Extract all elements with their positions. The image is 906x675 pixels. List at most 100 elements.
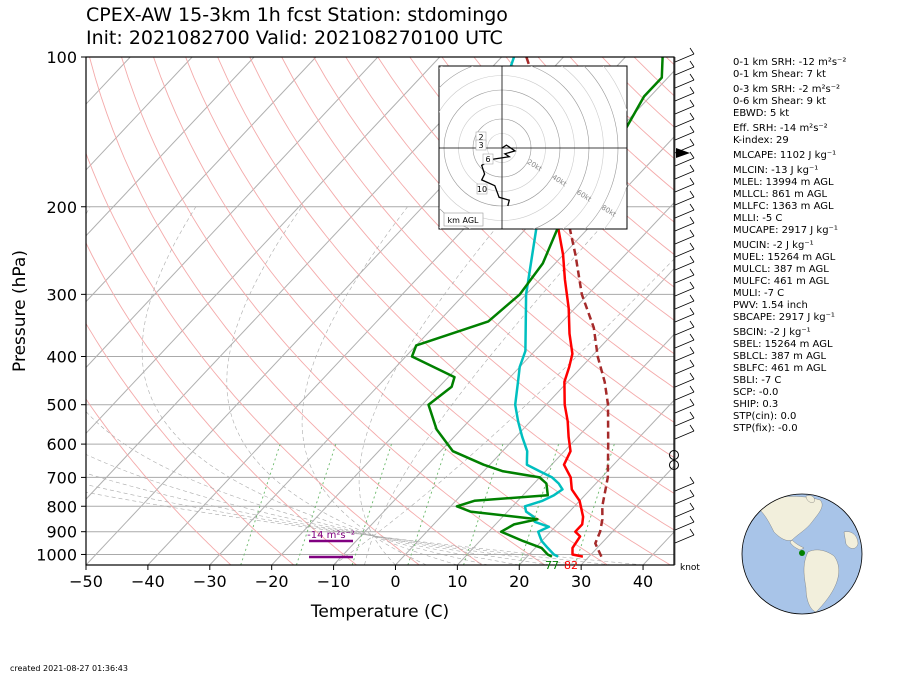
index-line: MULI: -7 C [733,288,785,299]
dry-adiabat [185,57,671,565]
index-line: MUCIN: -2 J kg⁻¹ [733,240,814,251]
wind-barb [674,339,695,349]
wind-barb [674,183,695,193]
isotherm [86,57,379,369]
height-label-box [475,139,487,151]
y-tick-label: 800 [46,497,77,516]
x-tick-label: 10 [447,572,467,591]
height-label-box [476,183,488,195]
moist-adiabat [333,258,674,565]
y-tick-label: 900 [46,523,77,542]
surface-temperature-label: 82 [564,559,578,572]
mixing-ratio-line [296,443,337,565]
wind-barb-flag [689,489,695,497]
x-tick-label: −40 [131,572,165,591]
wind-barb-flag [689,229,695,237]
wind-pennant [676,148,690,158]
dry-adiabat [86,322,294,565]
wind-barb-flag [689,320,695,328]
wind-barb-flag [689,99,695,107]
dry-adiabat [153,57,608,565]
calm-wind-circle [669,460,679,470]
wind-barb-flag [689,385,695,393]
wind-barb [674,274,695,284]
isotherm [271,136,674,565]
isotherm [86,57,317,303]
wind-barb-flag [689,372,695,380]
y-tick-label: 700 [46,468,77,487]
wind-barb-flag [689,125,695,133]
y-tick-label: 200 [46,198,77,217]
wind-barb [674,131,695,141]
wind-barb [674,222,695,232]
index-line: SBLCL: 387 m AGL [733,351,827,362]
index-line: 0-1 km SRH: -12 m²s⁻² [733,57,847,68]
index-line: SBCAPE: 2917 J kg⁻¹ [733,312,835,323]
wind-barb-flag [689,177,695,185]
moist-adiabat [86,472,582,565]
surface-dewpoint-label: 77 [545,559,559,572]
wind-barb [674,430,695,440]
isotherm [0,57,6,565]
station-marker [799,550,805,556]
dry-adiabat [121,57,546,565]
wind-barb [674,209,695,219]
moist-adiabat [141,206,489,565]
wind-barb [674,326,695,336]
wind-barb-flag [689,398,695,406]
wind-barb [674,352,695,362]
wind-barb [674,365,695,375]
wind-barb-flag [689,411,695,419]
wind-barb [674,79,695,89]
wind-barb [674,378,695,388]
y-tick-label: 300 [46,285,77,304]
x-tick-label: 30 [571,572,591,591]
dry-adiabat [86,398,232,565]
index-line: K-index: 29 [733,135,789,146]
wind-barb [674,508,695,518]
wind-barb-flag [689,216,695,224]
x-axis: −50 −40 −30 −20 −10 0 10 20 30 40 [69,565,653,591]
mixing-ratio-line [463,443,504,565]
x-tick-label: 20 [509,572,529,591]
chart-title-line2: Init: 2021082700 Valid: 202108270100 UTC [86,27,503,49]
x-tick-label: −10 [317,572,351,591]
srh-label: -14 m²s⁻² [307,530,355,541]
dry-adiabat [441,57,674,288]
wind-barb [674,313,695,323]
isotherm [86,57,502,500]
profile-line-3 [525,57,610,558]
wind-barb [674,118,695,128]
wind-barb-flag [689,281,695,289]
index-line: SHIP: 0.3 [733,399,779,410]
moist-adiabat [364,206,620,565]
isotherm [395,267,674,565]
index-line: MLLCL: 861 m AGL [733,189,828,200]
y-tick-label: 100 [46,48,77,67]
mixing-ratio-line [518,443,560,565]
index-line: STP(fix): -0.0 [733,423,798,434]
wind-barb [674,521,695,531]
x-axis-title: Temperature (C) [310,602,449,622]
index-line: EBWD: 5 kt [733,108,790,119]
y-axis-title: Pressure (hPa) [10,250,30,372]
wind-barb [674,66,695,76]
wind-barb [674,287,695,297]
dry-adiabat [89,57,483,565]
index-line: 0-1 km Shear: 7 kt [733,69,826,80]
mixing-ratio-line [351,443,392,565]
wind-barb-flag [689,528,695,536]
isotherm [518,399,674,565]
index-line: MULCL: 387 m AGL [733,264,829,275]
index-line: MLLI: -5 C [733,213,783,224]
chart-title-line1: CPEX-AW 15-3km 1h fcst Station: stdoming… [86,4,508,26]
mixing-ratio-line [407,443,448,565]
y-tick-label: 400 [46,348,77,367]
created-timestamp: created 2021-08-27 01:36:43 [10,664,128,673]
x-tick-label: 40 [633,572,653,591]
wind-barb [674,417,695,427]
y-axis: 100 200 300 400 500 600 700 800 900 1000 [36,48,86,564]
wind-barb [674,105,695,115]
dry-adiabat [249,57,674,494]
height-label: 10 [477,185,487,194]
